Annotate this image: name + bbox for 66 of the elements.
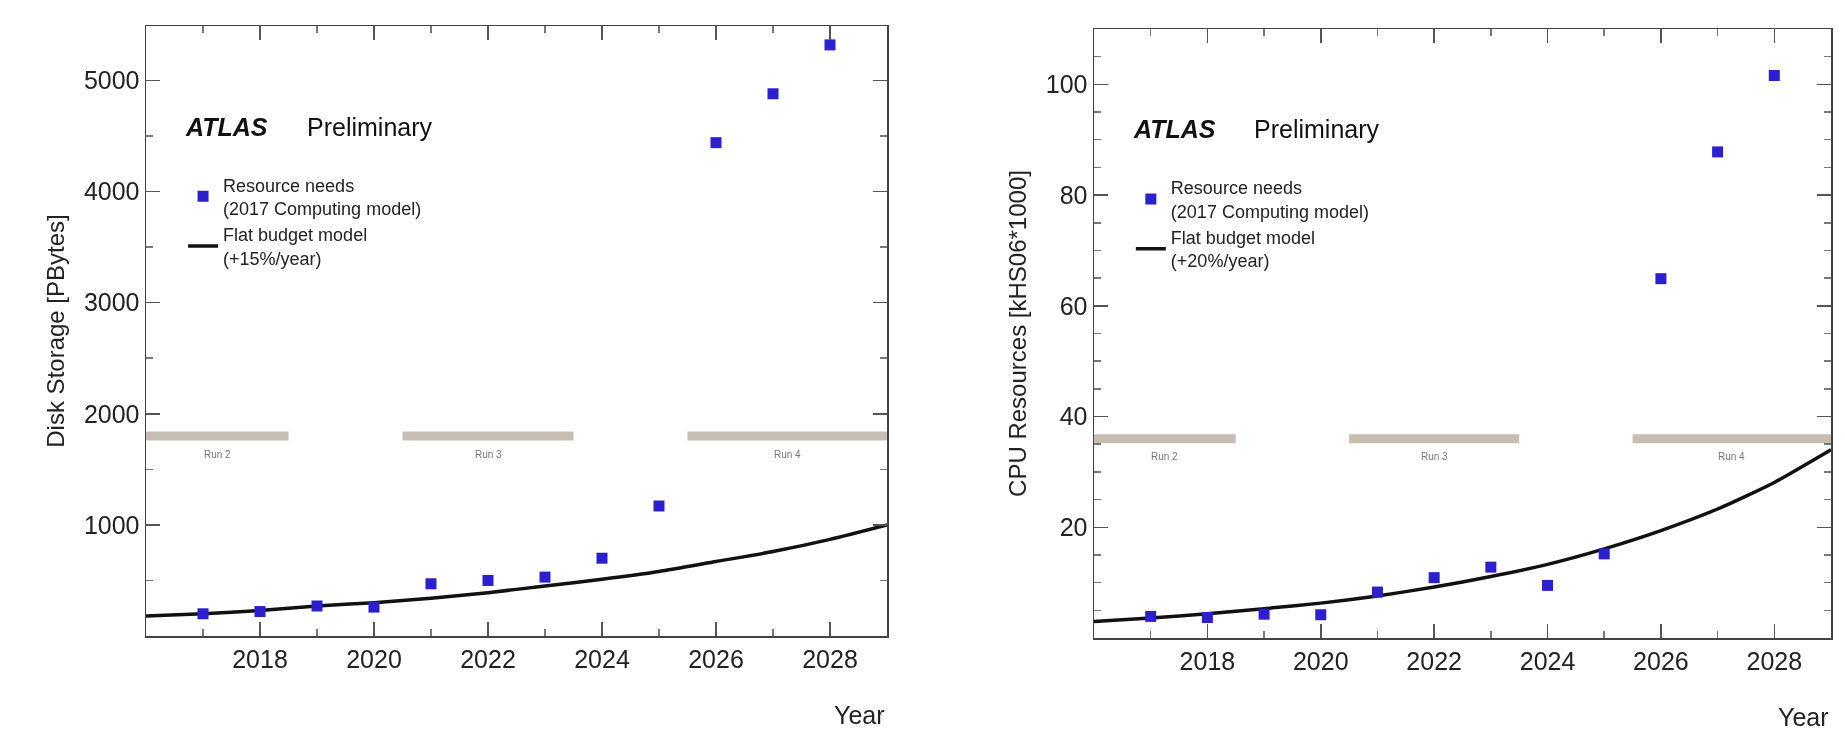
point bbox=[1201, 612, 1213, 624]
y-axis-title: Disk Storage [PBytes] bbox=[42, 214, 70, 448]
y-tick-label: 3000 bbox=[83, 288, 140, 317]
x-tick-label: 2026 bbox=[688, 644, 744, 673]
point bbox=[1542, 579, 1554, 591]
x-tick-label: 2020 bbox=[1292, 646, 1349, 675]
y-tick-label: 4000 bbox=[83, 177, 140, 206]
x-tick-label: 2024 bbox=[574, 644, 630, 673]
y-axis-title: CPU Resources [kHS06*1000] bbox=[1004, 170, 1032, 497]
y-tick-label: 80 bbox=[1059, 180, 1088, 209]
x-tick-label: 2018 bbox=[1179, 646, 1236, 675]
x-axis-title: Year bbox=[834, 701, 885, 729]
line-series bbox=[146, 523, 887, 618]
annotation: Run 2 bbox=[1151, 451, 1179, 462]
legend-label: Flat budget model (+20%/year) bbox=[1170, 228, 1315, 272]
y-tick-label: 5000 bbox=[83, 66, 140, 95]
annotation: Preliminary bbox=[1254, 115, 1380, 143]
point bbox=[197, 608, 209, 620]
line-series bbox=[1094, 448, 1831, 624]
point bbox=[368, 601, 380, 613]
point bbox=[824, 39, 836, 51]
annotation: Preliminary bbox=[307, 113, 433, 141]
y-tick-label: 20 bbox=[1059, 513, 1088, 542]
point bbox=[767, 88, 779, 100]
point bbox=[710, 137, 722, 149]
annotation: Run 4 bbox=[774, 449, 802, 460]
annotation: ATLAS bbox=[1133, 115, 1216, 143]
point bbox=[482, 574, 494, 586]
y-tick-label: 100 bbox=[1045, 70, 1088, 99]
point bbox=[1485, 561, 1497, 573]
point bbox=[311, 600, 323, 612]
x-tick-label: 2022 bbox=[1406, 646, 1462, 675]
x-tick-label: 2026 bbox=[1633, 646, 1689, 675]
point bbox=[1371, 586, 1383, 598]
x-tick-label: 2022 bbox=[460, 644, 516, 673]
annotation: Run 3 bbox=[475, 449, 503, 460]
x-tick-label: 2018 bbox=[232, 644, 288, 673]
point bbox=[254, 606, 266, 618]
point bbox=[539, 571, 551, 583]
x-axis-title: Year bbox=[1778, 703, 1829, 731]
legend-label: Resource needs (2017 Computing model) bbox=[223, 175, 422, 219]
point bbox=[1768, 70, 1780, 82]
point bbox=[1428, 572, 1440, 584]
point bbox=[1315, 609, 1327, 621]
point bbox=[1655, 273, 1667, 285]
x-tick-label: 2028 bbox=[1746, 646, 1803, 675]
point bbox=[1145, 610, 1157, 622]
y-tick-label: 2000 bbox=[83, 399, 140, 428]
point bbox=[425, 578, 437, 590]
annotation: Run 4 bbox=[1718, 451, 1746, 462]
y-tick-label: 1000 bbox=[83, 510, 140, 539]
x-tick-label: 2024 bbox=[1519, 646, 1576, 675]
annotation: ATLAS bbox=[185, 113, 268, 141]
annotation: Run 2 bbox=[204, 449, 232, 460]
x-tick-label: 2028 bbox=[802, 644, 858, 673]
y-tick-label: 60 bbox=[1059, 291, 1088, 320]
point bbox=[1598, 548, 1610, 560]
point bbox=[1712, 146, 1724, 158]
legend-label: Resource needs (2017 Computing model) bbox=[1170, 178, 1369, 222]
point bbox=[596, 552, 608, 564]
annotation: Run 3 bbox=[1421, 451, 1449, 462]
legend-label: Flat budget model (+15%/year) bbox=[223, 225, 368, 269]
x-tick-label: 2020 bbox=[346, 644, 402, 673]
y-tick-label: 40 bbox=[1059, 402, 1088, 431]
point bbox=[1258, 608, 1270, 620]
point bbox=[653, 500, 665, 512]
